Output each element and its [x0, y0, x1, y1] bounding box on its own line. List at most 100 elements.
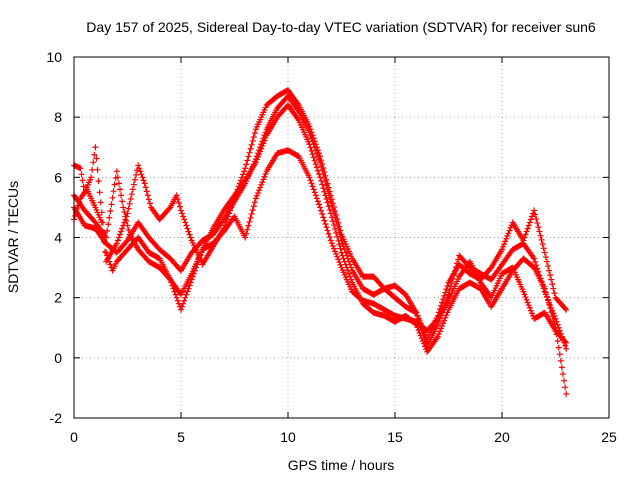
- data-point: [260, 135, 267, 142]
- series-track-4: [71, 147, 570, 346]
- data-point: [337, 261, 344, 268]
- data-point: [415, 315, 422, 322]
- data-point: [328, 240, 335, 247]
- data-point: [243, 161, 250, 168]
- data-point: [78, 171, 85, 178]
- data-point: [98, 219, 105, 226]
- data-point: [253, 192, 260, 199]
- data-point: [88, 174, 95, 181]
- data-point: [182, 294, 189, 301]
- data-point: [308, 147, 315, 154]
- data-point: [549, 281, 556, 288]
- data-point: [434, 333, 441, 340]
- data-point: [524, 225, 531, 232]
- data-point: [119, 225, 126, 232]
- data-point: [250, 203, 257, 210]
- data-point: [187, 234, 194, 241]
- data-point: [528, 213, 535, 220]
- data-point: [546, 267, 553, 274]
- data-point: [322, 220, 329, 227]
- data-point: [314, 198, 321, 205]
- data-point: [235, 183, 242, 190]
- data-point: [252, 195, 259, 202]
- data-point: [226, 210, 233, 217]
- data-point: [337, 245, 344, 252]
- data-point: [556, 351, 563, 358]
- data-point: [335, 256, 342, 263]
- data-point: [318, 157, 325, 164]
- data-point: [553, 318, 560, 325]
- data-point: [111, 181, 118, 188]
- data-point: [242, 165, 249, 172]
- data-point: [500, 243, 507, 250]
- data-point: [540, 245, 547, 252]
- data-point: [538, 236, 545, 243]
- data-point: [334, 253, 341, 260]
- x-tick-label: 15: [387, 429, 403, 445]
- data-point: [525, 222, 532, 229]
- data-point: [413, 309, 420, 316]
- data-point: [80, 183, 87, 190]
- data-point: [438, 325, 445, 332]
- data-point: [325, 203, 332, 210]
- data-point: [261, 173, 268, 180]
- data-point: [526, 219, 533, 226]
- data-point: [524, 299, 531, 306]
- data-point: [115, 234, 122, 241]
- data-point: [104, 227, 111, 234]
- data-point: [225, 213, 232, 220]
- data-point: [244, 226, 251, 233]
- data-point: [262, 171, 269, 178]
- data-point: [522, 231, 529, 238]
- data-point: [532, 211, 539, 218]
- data-point: [253, 153, 260, 160]
- data-point: [314, 167, 321, 174]
- data-point: [562, 384, 569, 391]
- data-point: [523, 296, 530, 303]
- data-point: [173, 192, 180, 199]
- data-point: [316, 201, 323, 208]
- data-point: [307, 177, 314, 184]
- data-point: [324, 199, 331, 206]
- data-point: [310, 154, 317, 161]
- y-tick-label: -2: [50, 410, 63, 426]
- data-point: [251, 130, 258, 137]
- data-point: [178, 207, 184, 214]
- data-point: [442, 289, 449, 296]
- data-point: [543, 258, 550, 265]
- data-point: [535, 268, 542, 275]
- data-point: [505, 230, 512, 237]
- data-point: [527, 307, 534, 314]
- data-point: [320, 165, 327, 172]
- data-point: [555, 344, 562, 351]
- data-point: [531, 255, 538, 262]
- data-point: [539, 241, 546, 248]
- data-point: [317, 204, 324, 211]
- data-point: [549, 307, 556, 314]
- data-point: [172, 291, 179, 298]
- data-point: [240, 171, 247, 178]
- data-point: [313, 144, 320, 151]
- data-point: [126, 200, 133, 207]
- data-point: [118, 192, 125, 199]
- data-point: [345, 270, 352, 277]
- grid-lines: [74, 57, 609, 418]
- data-point: [175, 199, 182, 206]
- data-point: [327, 237, 334, 244]
- data-point: [521, 291, 528, 298]
- data-point: [246, 218, 253, 225]
- data-point: [306, 123, 313, 130]
- data-point: [141, 180, 148, 187]
- data-point: [534, 265, 541, 272]
- data-point: [444, 309, 451, 316]
- data-point: [257, 184, 264, 191]
- data-point: [554, 337, 561, 344]
- data-point: [336, 223, 343, 230]
- data-point: [178, 306, 184, 313]
- data-point: [329, 200, 336, 207]
- data-point: [335, 219, 342, 226]
- data-point: [534, 220, 541, 227]
- data-point: [229, 201, 236, 208]
- data-point: [91, 151, 98, 158]
- data-point: [542, 291, 549, 298]
